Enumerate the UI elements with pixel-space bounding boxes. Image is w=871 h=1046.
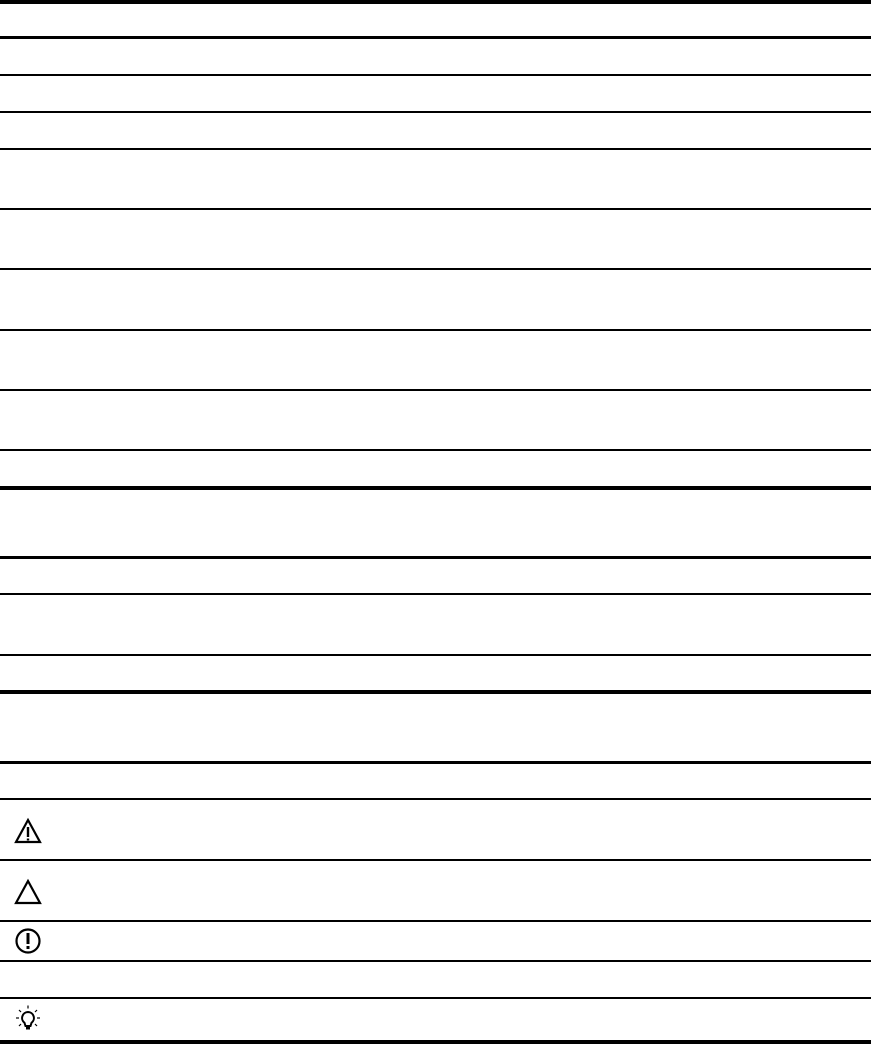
table-row-divider (0, 859, 871, 861)
table-bottom-rule (0, 486, 871, 490)
table-row-divider (0, 208, 871, 210)
table-row-divider (0, 654, 871, 656)
table-row-divider (0, 960, 871, 962)
table-top-rule (0, 0, 871, 4)
table-row-divider (0, 74, 871, 76)
table-header-rule (0, 593, 871, 595)
table-top-rule (0, 761, 871, 764)
table-row-divider (0, 329, 871, 331)
warning-icon (14, 817, 42, 844)
important-icon (15, 928, 41, 954)
tip-icon (16, 1005, 40, 1030)
table-row-divider (0, 389, 871, 391)
table-row-divider (0, 148, 871, 150)
table-row-divider (0, 997, 871, 999)
table-row-divider (0, 920, 871, 922)
table-top-rule (0, 556, 871, 559)
table-row-divider (0, 449, 871, 451)
table-row-divider (0, 268, 871, 270)
table-header-rule (0, 36, 871, 39)
table-bottom-rule (0, 690, 871, 694)
table-header-rule (0, 798, 871, 800)
table-bottom-rule (0, 1040, 871, 1044)
table-row-divider (0, 111, 871, 113)
caution-icon (14, 878, 42, 905)
